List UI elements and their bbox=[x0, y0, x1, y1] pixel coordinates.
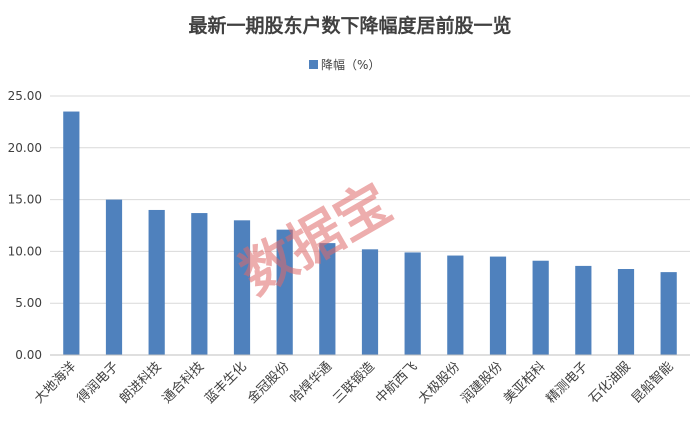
y-axis-ticks: 0.00 5.00 10.00 15.00 20.00 25.00 bbox=[8, 89, 42, 362]
x-tick-label: 精测电子 bbox=[544, 359, 591, 406]
x-tick-label: 蓝丰生化 bbox=[202, 359, 249, 406]
bar bbox=[233, 220, 251, 355]
y-tick-label: 5.00 bbox=[15, 296, 42, 310]
x-tick-label: 通合科技 bbox=[160, 359, 207, 406]
bar bbox=[276, 229, 293, 355]
bar bbox=[575, 265, 592, 355]
bar bbox=[532, 260, 549, 355]
y-tick-label: 15.00 bbox=[8, 193, 42, 207]
bar bbox=[489, 256, 507, 355]
bar bbox=[191, 213, 208, 355]
x-tick-label: 美亚柏科 bbox=[501, 359, 548, 406]
x-tick-label: 太极股份 bbox=[416, 359, 463, 406]
legend-swatch bbox=[309, 60, 318, 69]
legend: 降幅（%） bbox=[309, 57, 380, 72]
x-tick-label: 昆船智能 bbox=[629, 359, 676, 406]
bar bbox=[447, 255, 464, 355]
bar bbox=[361, 249, 379, 355]
chart-title: 最新一期股东户数下降幅度居前股一览 bbox=[188, 14, 511, 37]
y-tick-label: 10.00 bbox=[8, 244, 42, 258]
bar bbox=[148, 209, 165, 355]
x-tick-label: 得润电子 bbox=[74, 359, 122, 407]
y-tick-label: 20.00 bbox=[8, 141, 42, 155]
bar bbox=[660, 272, 677, 355]
x-tick-label: 金冠股份 bbox=[244, 359, 292, 407]
bar bbox=[404, 252, 421, 355]
x-tick-label: 朗进科技 bbox=[117, 359, 164, 406]
bar bbox=[617, 269, 635, 355]
x-tick-label: 大地海洋 bbox=[32, 359, 79, 406]
x-tick-label: 三联锻造 bbox=[330, 359, 377, 406]
x-tick-label: 哈焊华通 bbox=[287, 359, 335, 407]
legend-label: 降幅（%） bbox=[321, 57, 380, 72]
y-tick-label: 25.00 bbox=[8, 89, 42, 103]
bar bbox=[319, 243, 336, 355]
y-tick-label: 0.00 bbox=[15, 348, 42, 362]
bars bbox=[63, 111, 677, 355]
bar bbox=[63, 111, 80, 355]
bar bbox=[105, 199, 123, 355]
x-axis-labels: 大地海洋得润电子朗进科技通合科技蓝丰生化金冠股份哈焊华通三联锻造中航西飞太极股份… bbox=[32, 359, 677, 407]
x-tick-label: 中航西飞 bbox=[372, 359, 420, 407]
x-tick-label: 润建股份 bbox=[458, 359, 505, 406]
x-tick-label: 石化油服 bbox=[586, 359, 633, 406]
